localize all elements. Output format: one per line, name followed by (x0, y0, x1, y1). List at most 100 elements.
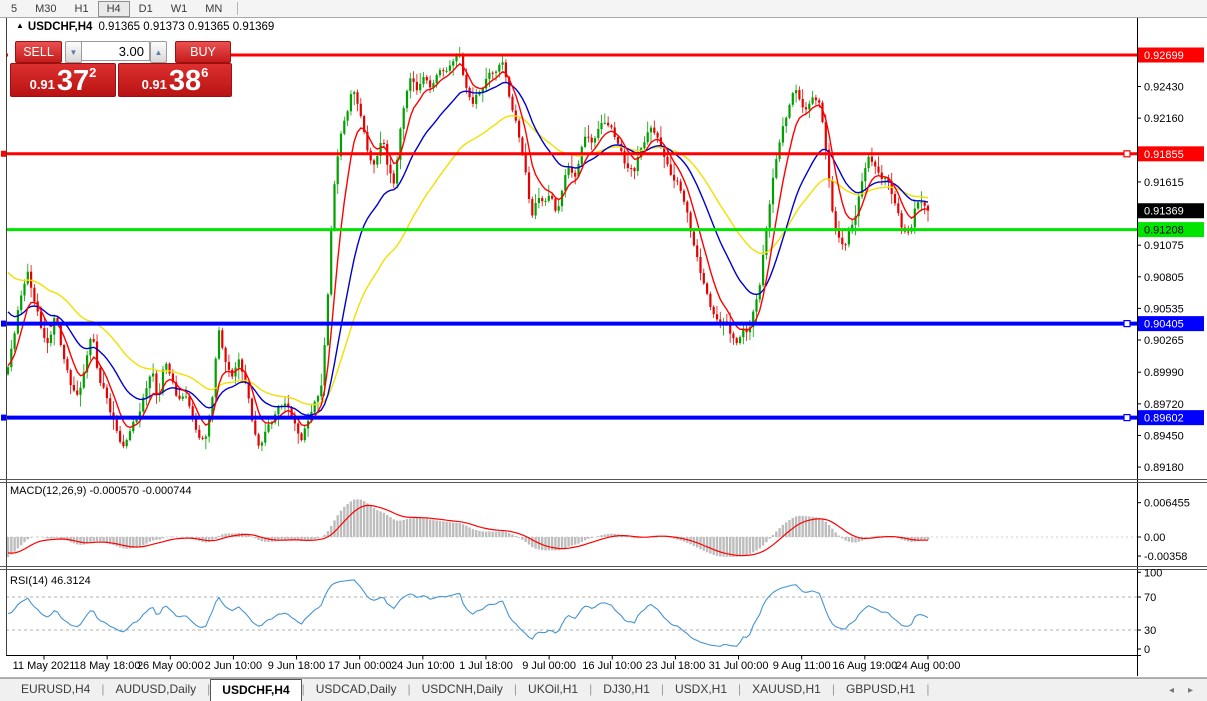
level-handle-left[interactable] (1, 150, 7, 157)
ma-fast-line (7, 62, 929, 429)
chart-title: USDCHF,H4 (27, 21, 93, 33)
price-axis-tick: 0.89720 (1144, 399, 1184, 411)
x-axis-label: 9 Jun 18:00 (268, 660, 326, 672)
price-axis-tick: 0.90805 (1144, 272, 1184, 284)
sell-price-button[interactable]: 0.91 37 2 (10, 63, 116, 97)
tab-dj30-h1[interactable]: DJ30,H1 (603, 682, 650, 696)
tab-xauusd-h1[interactable]: XAUUSD,H1 (752, 682, 821, 696)
buy-price-big: 38 (168, 65, 202, 97)
tab-separator: | (926, 682, 930, 696)
price-axis-tick: 0.89450 (1144, 430, 1184, 442)
chevron-down-icon: ▼ (69, 47, 78, 57)
rsi-axis-tick: 30 (1144, 625, 1156, 637)
rsi-axis-tick: 100 (1144, 567, 1162, 579)
macd-axis-tick: 0.006455 (1144, 498, 1190, 510)
price-axis-tick: 0.92160 (1144, 113, 1184, 125)
buy-price-prefix: 0.91 (141, 77, 167, 92)
tab-separator: | (407, 682, 411, 696)
tab-gbpusd-h1[interactable]: GBPUSD,H1 (845, 682, 916, 696)
main-pane (6, 46, 930, 452)
tabs-scroll-right-icon[interactable]: ▸ (1187, 684, 1193, 696)
x-axis-label: 9 Jul 00:00 (522, 660, 576, 672)
tab-separator: | (589, 682, 593, 696)
macd-pane (6, 499, 1137, 558)
level-handle-right[interactable] (1123, 320, 1131, 328)
volume-increase-button[interactable]: ▲ (150, 41, 167, 63)
price-axis-tick: 0.91615 (1144, 177, 1184, 189)
x-axis-label: 9 Aug 11:00 (773, 660, 831, 672)
timeframe-w1[interactable]: W1 (170, 2, 188, 15)
level-badge-0.92699-label: 0.92699 (1144, 50, 1184, 62)
tab-audusd-daily[interactable]: AUDUSD,Daily (115, 682, 197, 696)
tab-usdchf-h4[interactable]: USDCHF,H4 (210, 679, 302, 701)
price-axis-tick: 0.90535 (1144, 303, 1184, 315)
one-click-trade-panel: SELL ▼ ▲ BUY 0.91 37 2 0.91 38 6 (8, 40, 232, 97)
level-handle-right[interactable] (1123, 414, 1131, 422)
x-axis-label: 16 Aug 19:00 (832, 660, 897, 672)
tab-separator: | (513, 682, 518, 696)
x-axis-label: 23 Jul 18:00 (645, 660, 705, 672)
x-axis-label: 31 Jul 00:00 (709, 660, 769, 672)
timeframe-mn[interactable]: MN (205, 2, 223, 15)
x-axis-label: 24 Aug 00:00 (896, 660, 961, 672)
x-axis-label: 1 Jul 18:00 (459, 660, 513, 672)
macd-axis-tick: -0.00358 (1144, 551, 1187, 563)
level-handle-left[interactable] (1, 414, 7, 421)
tab-eurusd-h4[interactable]: EURUSD,H4 (21, 682, 91, 696)
bid-price-badge-label: 0.91369 (1144, 206, 1184, 218)
price-axis-tick: 0.89990 (1144, 367, 1184, 379)
toolbar-separator (237, 2, 239, 15)
sell-button[interactable]: SELL (15, 41, 62, 63)
level-badge-0.91855-label: 0.91855 (1144, 149, 1184, 161)
macd-axis-tick: 0.00 (1144, 532, 1165, 544)
x-axis-label: 16 Jul 10:00 (582, 660, 642, 672)
tab-separator: | (101, 682, 105, 696)
rsi-pane (6, 579, 1137, 647)
candles-layer (6, 46, 930, 452)
sell-price-big: 37 (56, 65, 90, 97)
level-badge-0.89602 (1138, 410, 1204, 426)
tab-usdx-h1[interactable]: USDX,H1 (675, 682, 728, 696)
timeframe-d1[interactable]: D1 (138, 2, 153, 15)
macd-signal-line (7, 504, 928, 557)
chevron-up-icon: ▲ (154, 47, 163, 57)
level-badge-0.90405 (1138, 316, 1204, 332)
x-axis-label: 17 Jun 00:00 (328, 660, 392, 672)
volume-decrease-button[interactable]: ▼ (65, 41, 82, 63)
tab-usdcnh-daily[interactable]: USDCNH,Daily (421, 682, 503, 696)
x-axis-label: 26 May 00:00 (137, 660, 204, 672)
tab-usdcad-daily[interactable]: USDCAD,Daily (315, 682, 397, 696)
level-handle-right[interactable] (1123, 150, 1131, 158)
volume-input[interactable] (81, 41, 150, 61)
level-badge-0.91208 (1138, 222, 1204, 238)
ma-slow-line (7, 115, 929, 406)
sell-price-pipette: 2 (89, 65, 97, 80)
chart-ohlc: 0.91365 0.91373 0.91365 0.91369 (98, 21, 275, 33)
buy-button[interactable]: BUY (175, 41, 231, 63)
price-axis-tick: 0.89180 (1144, 462, 1184, 474)
rsi-pane-label: RSI(14) 46.3124 (10, 575, 91, 587)
timeframe-m30[interactable]: M30 (35, 2, 57, 15)
level-handle-left[interactable] (1, 320, 7, 327)
rsi-line (7, 579, 929, 647)
buy-price-button[interactable]: 0.91 38 6 (118, 63, 232, 97)
tab-separator: | (301, 682, 305, 696)
symbol-marker-icon: ▲ (16, 21, 24, 30)
level-badge-0.91855 (1138, 146, 1204, 162)
level-badge-0.92699 (1138, 47, 1204, 63)
timeframe-h4[interactable]: H4 (97, 0, 130, 17)
tabs-scroll-left-icon[interactable]: ◂ (1168, 684, 1174, 696)
level-badge-0.89602-label: 0.89602 (1144, 413, 1184, 425)
timeframe-5[interactable]: 5 (11, 2, 18, 15)
sell-price-prefix: 0.91 (29, 77, 55, 92)
x-axis-label: 11 May 2021 (13, 660, 76, 672)
x-axis-label: 18 May 18:00 (74, 660, 141, 672)
timeframe-h1[interactable]: H1 (74, 2, 89, 15)
x-axis-label: 24 Jun 10:00 (391, 660, 455, 672)
price-axis-tick: 0.91075 (1144, 240, 1184, 252)
tab-ukoil-h1[interactable]: UKOil,H1 (528, 682, 579, 696)
ma-mid-line (7, 81, 929, 417)
level-badge-0.90405-label: 0.90405 (1144, 319, 1184, 331)
